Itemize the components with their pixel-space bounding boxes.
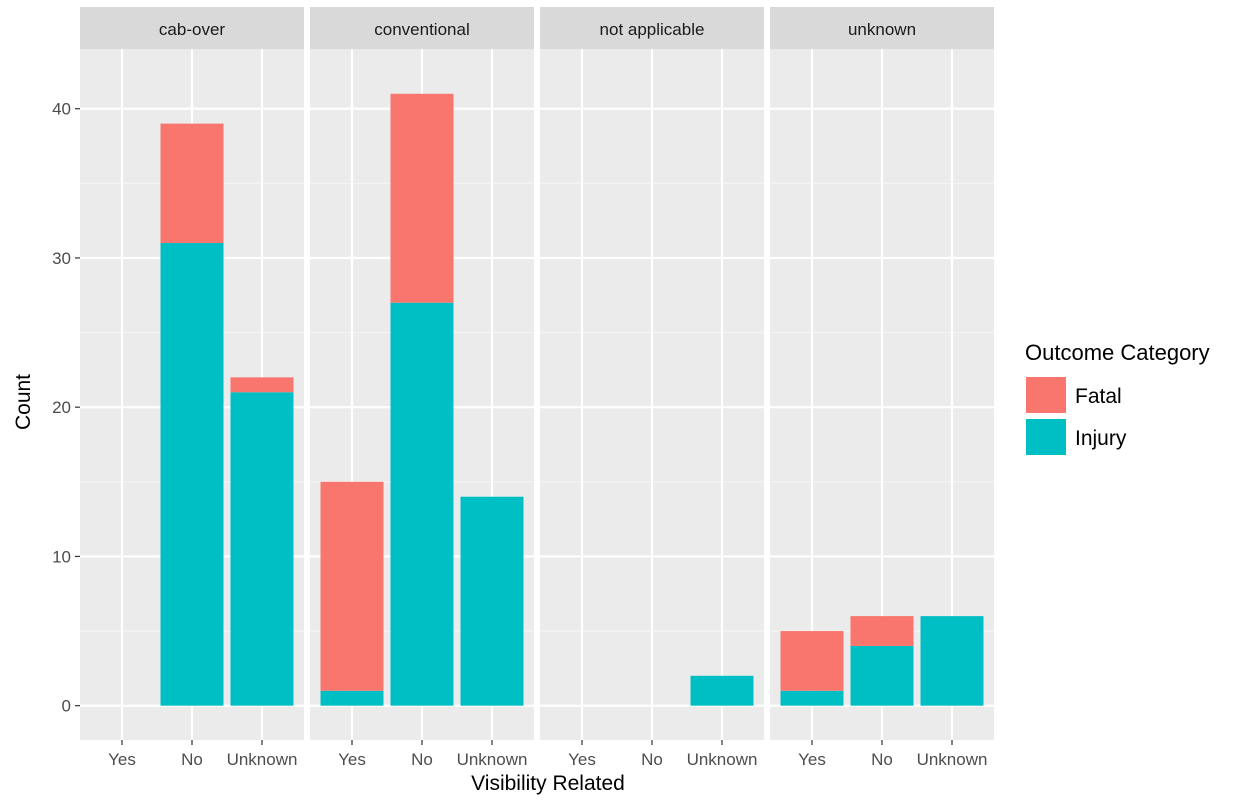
bar-fatal-yes xyxy=(780,631,844,691)
x-tick-label: Yes xyxy=(568,750,596,769)
bar-injury-no xyxy=(850,645,914,706)
bar-injury-unknown xyxy=(230,392,294,706)
facet-strip xyxy=(540,7,764,49)
bar-injury-unknown xyxy=(690,675,754,706)
y-tick-label: 0 xyxy=(62,697,71,716)
legend-title: Outcome Category xyxy=(1025,340,1210,365)
legend-key-injury xyxy=(1026,419,1066,455)
y-tick-label: 40 xyxy=(52,100,71,119)
x-tick-label: Unknown xyxy=(227,750,298,769)
x-tick-label: No xyxy=(181,750,203,769)
x-tick-label: No xyxy=(871,750,893,769)
bar-fatal-yes xyxy=(320,481,384,691)
y-axis-title: Count xyxy=(12,374,35,430)
x-tick-label: Unknown xyxy=(457,750,528,769)
bar-injury-unknown xyxy=(920,616,984,706)
facet-strip-label: conventional xyxy=(374,20,469,39)
facet-strip-label: not applicable xyxy=(600,20,705,39)
facet-panels: cab-over Yes No Unknown conventional Yes No Unk… xyxy=(80,7,994,769)
bar-injury-yes xyxy=(320,690,384,706)
y-axis: 0 10 20 30 40 xyxy=(52,100,80,716)
x-tick-label: Unknown xyxy=(917,750,988,769)
facet-panel-conventional: conventional Yes No Unknown xyxy=(310,7,534,769)
bar-fatal-no xyxy=(390,93,454,303)
x-tick-label: Unknown xyxy=(687,750,758,769)
bar-injury-unknown xyxy=(460,496,524,706)
y-tick-label: 10 xyxy=(52,547,71,566)
y-tick-label: 30 xyxy=(52,249,71,268)
facet-strip-label: cab-over xyxy=(159,20,225,39)
facet-panel-unknown: unknown Yes No Unknown xyxy=(770,7,994,769)
bar-fatal-no xyxy=(160,123,224,244)
facet-strip xyxy=(770,7,994,49)
x-tick-label: Yes xyxy=(798,750,826,769)
legend-key-fatal xyxy=(1026,377,1066,413)
x-tick-label: No xyxy=(641,750,663,769)
facet-strip xyxy=(310,7,534,49)
facet-strip xyxy=(80,7,304,49)
x-tick-label: No xyxy=(411,750,433,769)
y-tick-label: 20 xyxy=(52,398,71,417)
bar-injury-yes xyxy=(780,690,844,706)
facet-strip-label: unknown xyxy=(848,20,916,39)
bar-injury-no xyxy=(160,243,224,706)
legend: Outcome Category Fatal Injury xyxy=(1025,340,1210,455)
legend-label-fatal: Fatal xyxy=(1075,385,1122,408)
x-axis-title: Visibility Related xyxy=(471,772,625,795)
bar-injury-no xyxy=(390,302,454,706)
legend-label-injury: Injury xyxy=(1075,427,1127,450)
x-tick-label: Yes xyxy=(338,750,366,769)
facet-panel-cab-over: cab-over Yes No Unknown xyxy=(80,7,304,769)
bar-fatal-unknown xyxy=(230,377,294,393)
facet-panel-not-applicable: not applicable Yes No Unknown xyxy=(540,7,764,769)
x-tick-label: Yes xyxy=(108,750,136,769)
bar-fatal-no xyxy=(850,616,914,646)
